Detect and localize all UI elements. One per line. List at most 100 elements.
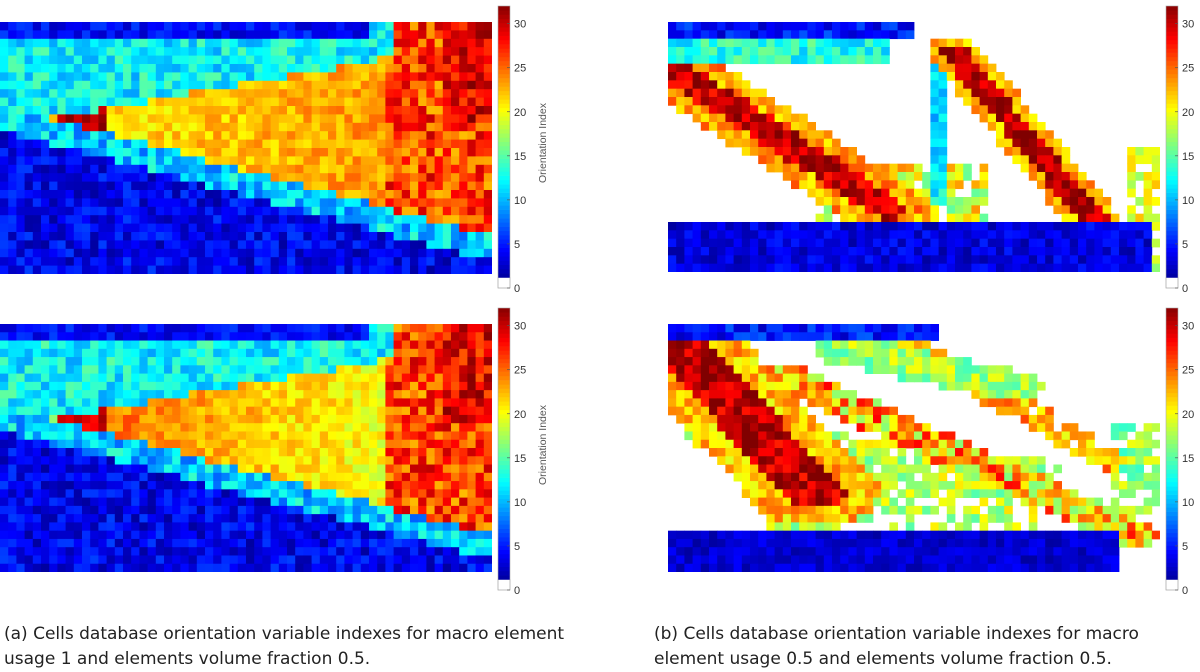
heatmap-cell (73, 505, 83, 515)
heatmap-cell (426, 431, 435, 441)
heatmap-cell (668, 230, 677, 240)
heatmap-cell (123, 22, 132, 31)
heatmap-cell (229, 206, 239, 216)
heatmap-cell (155, 215, 165, 224)
heatmap-cell (196, 156, 206, 166)
heatmap-cell (32, 414, 42, 424)
heatmap-cell (221, 357, 230, 366)
heatmap-cell (278, 164, 288, 174)
heatmap-cell (733, 22, 743, 31)
heatmap-cell (369, 439, 378, 449)
heatmap-cell (717, 255, 726, 265)
heatmap-cell (221, 232, 230, 241)
heatmap-cell (799, 138, 808, 148)
heatmap-cell (229, 248, 239, 258)
heatmap-cell (270, 538, 280, 548)
heatmap-cell (369, 538, 378, 548)
heatmap-cell (49, 390, 58, 399)
heatmap-cell (717, 130, 726, 140)
heatmap-cell (114, 240, 124, 250)
heatmap-cell (172, 131, 181, 140)
heatmap-cell (856, 263, 866, 272)
heatmap-cell (16, 89, 25, 98)
heatmap-cell (483, 431, 492, 441)
heatmap-cell (328, 357, 337, 366)
heatmap-cell (930, 63, 939, 73)
heatmap-cell (90, 348, 99, 358)
heatmap-cell (401, 64, 411, 73)
heatmap-cell (155, 406, 165, 416)
heatmap-cell (106, 38, 116, 48)
heatmap-cell (344, 481, 353, 490)
heatmap-cell (164, 38, 173, 48)
heatmap-cell (90, 464, 99, 474)
heatmap-cell (196, 505, 206, 515)
heatmap-cell (229, 122, 239, 132)
heatmap-cell (774, 238, 784, 248)
heatmap-cell (213, 173, 222, 182)
heatmap-cell (147, 232, 157, 241)
heatmap-cell (16, 47, 25, 56)
heatmap-cell (254, 232, 263, 241)
heatmap-cell (799, 238, 808, 248)
heatmap-cell (401, 156, 411, 166)
heatmap-cell (155, 47, 165, 56)
heatmap-cell (139, 223, 148, 233)
heatmap-cell (979, 238, 989, 248)
heatmap-cell (155, 164, 165, 174)
heatmap-cell (90, 439, 99, 449)
heatmap-cell (319, 215, 329, 224)
heatmap-cell (319, 530, 329, 540)
heatmap-cell (401, 139, 411, 149)
heatmap-cell (410, 223, 419, 233)
heatmap-cell (922, 255, 931, 265)
heatmap-cell (246, 522, 255, 532)
heatmap-cell (1078, 197, 1087, 206)
heatmap-cell (24, 181, 34, 191)
colorbar-segment (498, 171, 510, 176)
heatmap-cell (938, 348, 948, 358)
heatmap-cell (237, 89, 247, 98)
heatmap-cell (41, 30, 50, 40)
heatmap-cell (73, 206, 83, 216)
heatmap-cell (270, 348, 280, 358)
heatmap-cell (278, 456, 288, 465)
heatmap-cell (41, 232, 50, 241)
heatmap-cell (799, 22, 808, 31)
heatmap-cell (16, 489, 25, 498)
heatmap-cell (377, 538, 386, 548)
heatmap-cell (426, 406, 435, 416)
heatmap-cell (1119, 222, 1128, 231)
heatmap-cell (65, 505, 75, 515)
heatmap-cell (319, 472, 329, 482)
heatmap-cell (344, 390, 353, 399)
heatmap-cell (237, 72, 247, 82)
heatmap-cell (229, 106, 239, 115)
heatmap-cell (442, 223, 452, 233)
heatmap-cell (106, 522, 116, 532)
heatmap-cell (750, 122, 759, 131)
heatmap-cell (856, 332, 866, 341)
colorbar-segment (498, 235, 510, 240)
heatmap-cell (188, 223, 198, 233)
heatmap-cell (237, 538, 247, 548)
heatmap-cell (946, 163, 956, 173)
heatmap-cell (823, 222, 833, 231)
heatmap-cell (741, 238, 751, 248)
heatmap-cell (205, 215, 214, 224)
heatmap-cell (16, 406, 25, 416)
heatmap-cell (106, 439, 116, 449)
heatmap-cell (262, 89, 271, 98)
heatmap-cell (442, 530, 452, 540)
heatmap-cell (131, 131, 140, 140)
heatmap-cell (49, 257, 58, 266)
heatmap-cell (0, 89, 9, 98)
heatmap-cell (49, 505, 58, 515)
heatmap-cell (996, 80, 1005, 90)
heatmap-cell (82, 514, 91, 523)
heatmap-cell (418, 30, 427, 40)
heatmap-cell (1143, 155, 1153, 165)
heatmap-cell (303, 547, 312, 556)
heatmap-cell (377, 390, 386, 399)
heatmap-cell (49, 190, 58, 199)
